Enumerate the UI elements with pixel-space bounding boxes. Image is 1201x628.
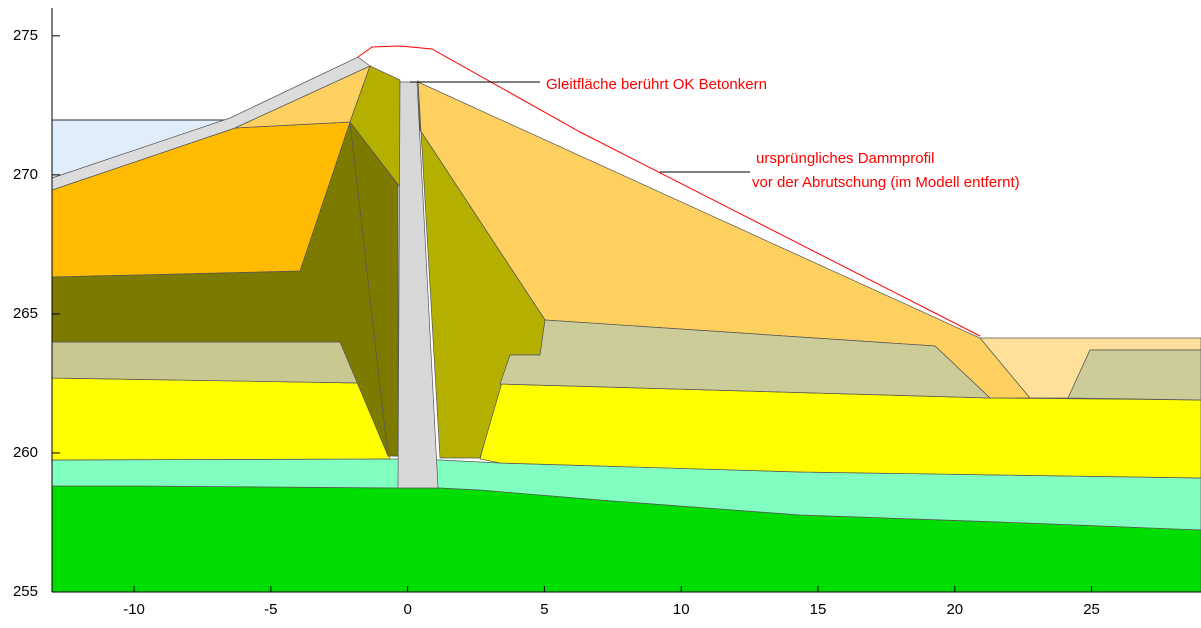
upstream-shell: [235, 66, 370, 128]
x-tick-label: 15: [810, 601, 827, 618]
x-tick-label: 5: [540, 601, 548, 618]
annotation: vor der Abrutschung (im Modell entfernt): [752, 174, 1020, 191]
layers: [52, 46, 1201, 592]
x-tick-label: -10: [123, 601, 145, 618]
layer-yellow-left: [52, 378, 390, 460]
annotation: ursprüngliches Dammprofil: [756, 150, 934, 167]
y-tick-label: 260: [13, 444, 38, 461]
dam-section: Gleitfläche berührt OK Betonkern ursprün…: [0, 0, 1201, 623]
x-tick-label: 20: [946, 601, 963, 618]
y-tick-label: 275: [13, 27, 38, 44]
x-tick-label: -5: [264, 601, 277, 618]
y-tick-label: 255: [13, 583, 38, 600]
y-tick-label: 270: [13, 166, 38, 183]
layer-tan-left: [52, 342, 358, 383]
y-tick-label: 265: [13, 305, 38, 322]
x-tick-label: 25: [1083, 601, 1100, 618]
annotation: Gleitfläche berührt OK Betonkern: [546, 76, 767, 93]
layer-tan-far: [1068, 350, 1201, 400]
x-tick-label: 0: [403, 601, 411, 618]
x-tick-label: 10: [673, 601, 690, 618]
